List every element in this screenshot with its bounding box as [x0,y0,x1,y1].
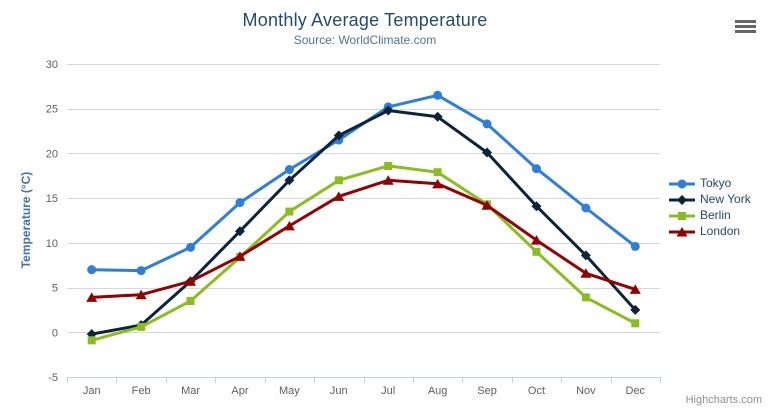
legend-item-tokyo[interactable]: Tokyo [668,177,751,190]
data-point-london[interactable] [234,251,246,261]
series-new-york [86,105,641,340]
data-point-tokyo[interactable] [630,241,640,251]
x-axis-label: Mar [181,385,200,397]
data-point-berlin[interactable] [334,176,343,185]
series-london [86,175,641,302]
y-axis-label: 20 [46,148,58,160]
series-line-london [90,178,637,299]
data-point-london[interactable] [333,191,345,201]
legend-symbol-triangle[interactable] [676,226,688,237]
data-point-new-york[interactable] [580,250,591,261]
y-axis-label: 10 [46,238,58,250]
series-line-berlin [90,164,637,342]
hamburger-icon [735,30,756,33]
data-point-tokyo[interactable] [87,265,97,275]
y-axis-label: 15 [46,193,58,205]
y-axis-label: 30 [46,59,58,71]
data-point-london[interactable] [382,175,394,185]
data-point-tokyo[interactable] [284,165,294,175]
data-point-london[interactable] [185,276,197,286]
legend-item-new-york[interactable]: New York [668,193,751,206]
hamburger-icon [735,25,756,28]
legend-symbol-circle[interactable] [677,179,687,188]
data-point-tokyo[interactable] [235,198,245,208]
y-axis-label: -5 [48,372,58,384]
data-point-new-york[interactable] [630,304,641,315]
x-axis-label: Oct [528,385,545,397]
data-point-berlin[interactable] [285,207,294,216]
data-point-new-york[interactable] [333,130,344,141]
series-line-new-york [90,109,637,336]
data-point-tokyo[interactable] [186,242,196,252]
legend-item-london[interactable]: London [668,225,751,238]
data-point-berlin[interactable] [631,319,640,328]
credits-link[interactable]: Highcharts.com [685,394,762,406]
legend-symbol-diamond[interactable] [677,194,687,205]
data-point-new-york[interactable] [531,201,542,212]
data-point-tokyo[interactable] [136,266,146,276]
data-point-london[interactable] [629,284,641,294]
data-point-berlin[interactable] [186,296,195,305]
data-point-london[interactable] [481,200,493,210]
data-point-london[interactable] [530,235,542,245]
legend-label: London [700,224,741,238]
series-tokyo [87,90,640,276]
data-point-berlin[interactable] [532,247,541,256]
data-point-london[interactable] [135,289,147,300]
data-point-tokyo[interactable] [482,119,492,129]
data-point-tokyo[interactable] [531,164,541,174]
legend-label: Tokyo [700,176,732,190]
data-point-berlin[interactable] [581,293,590,302]
legend: Tokyo New York Berlin London [668,177,751,238]
data-point-new-york[interactable] [234,226,245,237]
data-point-tokyo[interactable] [433,90,443,100]
x-axis-label: Jul [381,385,395,397]
legend-marker-icon-square [669,211,695,220]
data-point-london[interactable] [580,268,592,278]
data-point-new-york[interactable] [383,105,394,116]
x-axis-label: Aug [428,385,448,397]
export-menu-button[interactable] [735,20,756,35]
y-axis-label: 25 [46,104,58,116]
data-point-london[interactable] [283,220,295,231]
x-axis-label: Apr [231,385,248,397]
chart-title: Monthly Average Temperature [242,10,488,30]
data-point-tokyo[interactable] [581,203,591,213]
x-axis-label: Nov [576,385,596,397]
data-point-berlin[interactable] [384,161,393,170]
data-point-new-york[interactable] [432,111,443,122]
y-axis-label: 0 [52,327,58,339]
data-point-new-york[interactable] [482,147,493,158]
hamburger-icon [735,20,756,23]
legend-marker-icon-diamond [669,194,695,205]
legend-marker-icon-circle [669,179,695,188]
data-point-london[interactable] [432,178,444,189]
x-axis-label: Jan [83,385,101,397]
legend-label: New York [700,192,751,206]
legend-marker-icon-triangle [669,226,695,237]
data-point-berlin[interactable] [433,168,442,177]
x-axis-label: Sep [477,385,497,397]
y-axis-label: 5 [52,283,58,295]
data-point-berlin[interactable] [137,322,146,331]
chart-subtitle: Source: WorldClimate.com [293,33,437,47]
x-axis-label: Dec [626,385,646,397]
legend-item-berlin[interactable]: Berlin [668,209,751,222]
data-point-london[interactable] [86,292,98,302]
x-axis-label: May [279,385,300,397]
data-point-berlin[interactable] [87,336,96,345]
legend-label: Berlin [700,208,731,222]
x-axis-label: Feb [132,385,151,397]
x-axis-label: Jun [330,385,348,397]
data-point-new-york[interactable] [284,175,295,186]
legend-symbol-square[interactable] [678,211,686,220]
